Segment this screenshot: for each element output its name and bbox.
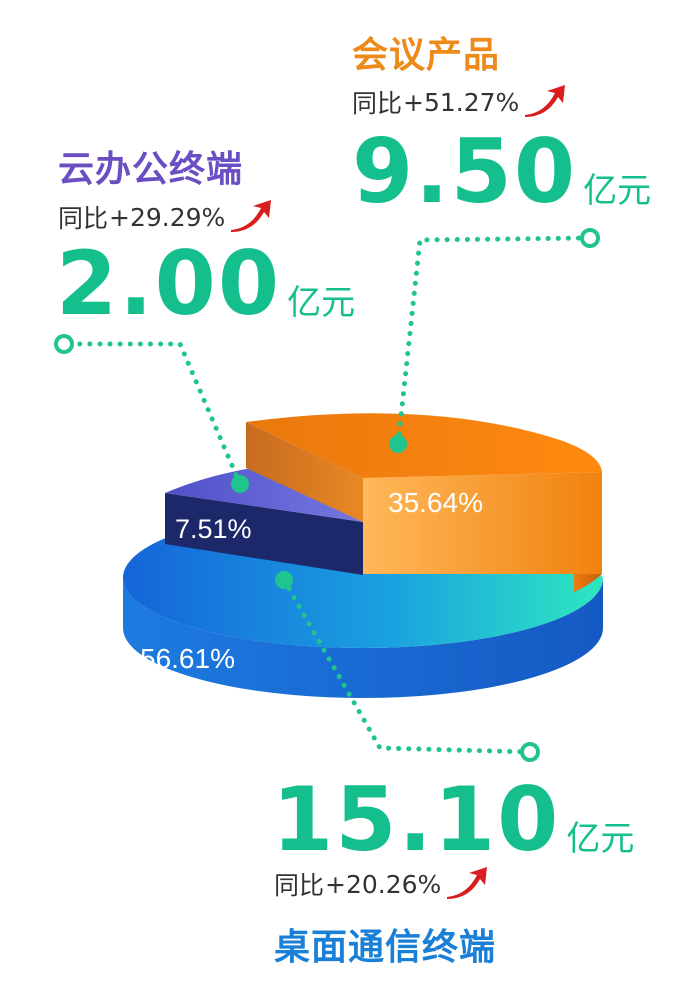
- meeting-slice-top: [246, 413, 602, 478]
- desktop-leader-anchor-dot: [275, 571, 293, 589]
- desktop-percent-label: 56.61%: [140, 643, 235, 674]
- cloud-office-label: 云办公终端: [58, 140, 243, 192]
- cloud-office-amount: 2.00 亿元: [56, 232, 356, 335]
- desktop-terminal-title: 桌面通信终端: [274, 927, 497, 968]
- cloud-office-slice-front: [165, 493, 363, 575]
- desktop-leader-end-ring: [520, 742, 540, 762]
- meeting-leader-end-ring: [580, 228, 600, 248]
- meeting-product-title: 会议产品: [352, 35, 501, 76]
- cloud-office-percent-label: 7.51%: [175, 514, 252, 544]
- meeting-leader-anchor-dot: [389, 435, 407, 453]
- desktop-terminal-yoy: 同比 +20.26%: [274, 866, 489, 902]
- cloud-office-title: 云办公终端: [58, 149, 244, 190]
- meeting-percent-label: 35.64%: [388, 487, 483, 518]
- cloud-office-leader: [61, 341, 243, 487]
- meeting-slice-front: [363, 472, 602, 574]
- desktop-terminal-amount: 15.10 亿元: [272, 768, 635, 871]
- up-arrow-icon: [525, 85, 566, 117]
- up-arrow-icon: [447, 867, 488, 899]
- desktop-terminal-label: 桌面通信终端: [274, 918, 496, 970]
- meeting-product-yoy: 同比 +51.27%: [352, 84, 567, 120]
- cloud-office-yoy: 同比 +29.29%: [58, 199, 273, 235]
- meeting-slice-back: [246, 422, 363, 522]
- cloud-office-leader-anchor-dot: [231, 475, 249, 493]
- leader-lines: [54, 228, 600, 762]
- up-arrow-icon: [231, 200, 272, 232]
- cloud-office-leader-end-ring: [54, 334, 74, 354]
- meeting-leader: [395, 235, 593, 447]
- meeting-product-label: 会议产品: [352, 26, 500, 78]
- cloud-office-slice-top: [165, 468, 363, 522]
- desktop-leader: [281, 577, 533, 755]
- meeting-product-amount: 9.50 亿元: [352, 120, 652, 223]
- desktop-slice-side: [123, 578, 603, 698]
